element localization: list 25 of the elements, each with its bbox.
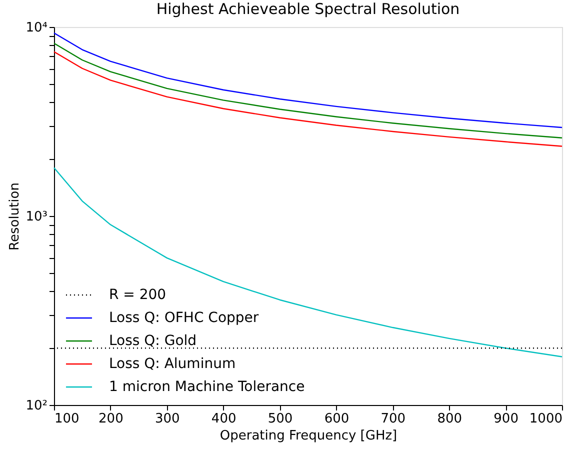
legend-label: Loss Q: OFHC Copper bbox=[109, 310, 259, 326]
x-tick-label: 300 bbox=[154, 412, 180, 426]
y-tick-label: 10⁴ bbox=[26, 20, 48, 36]
legend-label: R = 200 bbox=[109, 287, 166, 303]
x-tick-label: 800 bbox=[437, 412, 462, 426]
legend-label: Loss Q: Aluminum bbox=[109, 356, 236, 372]
y-tick-label: 10² bbox=[26, 398, 48, 414]
line-series bbox=[53, 51, 563, 147]
x-axis-title: Operating Frequency [GHz] bbox=[220, 428, 398, 444]
legend-label: 1 micron Machine Tolerance bbox=[109, 379, 305, 395]
x-tick-label: 200 bbox=[98, 412, 124, 426]
x-tick-label: 700 bbox=[380, 412, 406, 426]
x-tick-label: 900 bbox=[494, 412, 518, 426]
chart-title: Highest Achieveable Spectral Resolution bbox=[156, 0, 460, 18]
y-tick-label: 10³ bbox=[26, 210, 48, 224]
x-tick-label: 400 bbox=[211, 412, 236, 426]
x-tick-label: 100 bbox=[54, 412, 80, 426]
y-axis-title: Resolution bbox=[8, 182, 23, 250]
x-tick-label: 600 bbox=[324, 412, 350, 426]
legend-label: Loss Q: Gold bbox=[109, 333, 197, 349]
line-series bbox=[53, 42, 563, 138]
x-tick-label: 1000 bbox=[529, 412, 562, 426]
line-series bbox=[53, 32, 563, 128]
line-series bbox=[53, 167, 563, 358]
x-tick-label: 500 bbox=[268, 412, 293, 426]
